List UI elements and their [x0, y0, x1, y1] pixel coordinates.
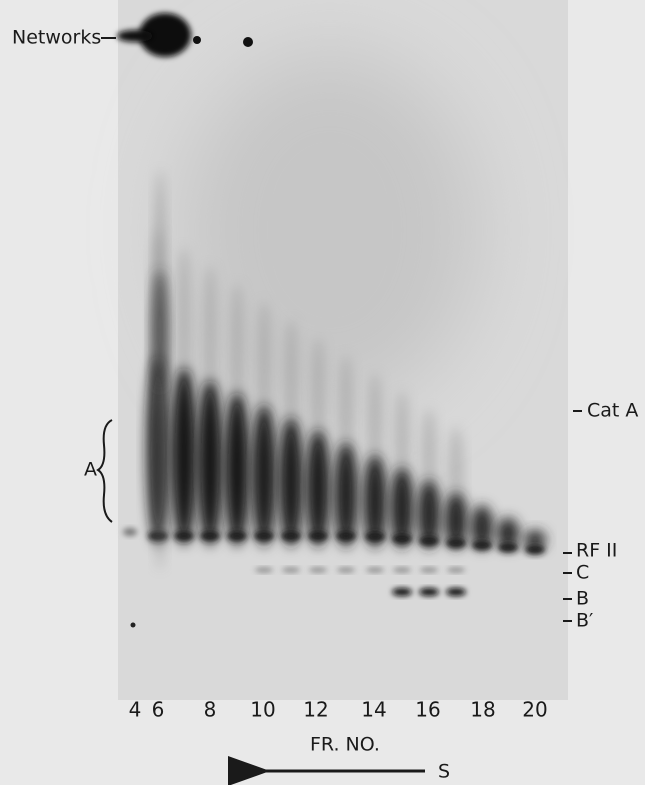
smear: [279, 418, 304, 547]
band-rf2: [446, 538, 466, 548]
band-rf2: [472, 540, 492, 550]
band-rf2: [281, 531, 301, 541]
band-c: [282, 568, 300, 573]
band-b: [392, 588, 412, 596]
band-rf2: [174, 531, 194, 541]
smear: [224, 393, 249, 547]
band-c: [420, 568, 438, 573]
b-prime-label: B′: [576, 610, 593, 632]
band-rf2: [254, 531, 274, 541]
lane-label: 12: [303, 698, 328, 722]
rf2-label: RF II: [576, 540, 617, 562]
band-rf2: [419, 536, 439, 546]
band-rf2: [392, 534, 412, 544]
arrow-label: S: [438, 761, 450, 783]
smear: [197, 380, 222, 546]
c-label: C: [576, 562, 589, 584]
gel-figure: Networks A Cat A RF II C B B′ 46 8 10 12 14 1…: [0, 0, 645, 785]
band-rf2: [365, 532, 385, 542]
axis-title: FR. NO.: [310, 734, 380, 756]
band-rf2: [200, 531, 220, 541]
lane-label: 16: [415, 698, 440, 722]
lane-label: 4: [129, 698, 142, 722]
band-c: [309, 568, 327, 573]
lane-4-band: [123, 528, 137, 536]
band-rf2: [525, 545, 545, 555]
network-spot: [243, 37, 253, 47]
band-rf2: [308, 531, 328, 541]
band-b: [446, 588, 466, 596]
region-label: A: [84, 459, 97, 481]
band-c: [447, 568, 465, 573]
band-rf2: [227, 531, 247, 541]
lane-label: 20: [522, 698, 547, 722]
lane-label: 8: [204, 698, 217, 722]
band-rf2: [498, 542, 518, 552]
lane-label: 18: [470, 698, 495, 722]
figure: Networks A Cat A RF II C B B′ 46 8 10 12 14 1…: [0, 0, 645, 785]
smear: [171, 368, 197, 546]
band-c: [255, 568, 273, 573]
cat-a-label: Cat A: [587, 400, 638, 422]
band-c: [337, 568, 355, 573]
network-spot: [193, 36, 201, 44]
lane-label: 14: [361, 698, 386, 722]
lane-label: 6: [152, 698, 165, 722]
lane-label: 10: [250, 698, 275, 722]
band-c: [393, 568, 411, 573]
lane-6-streak: [152, 270, 168, 390]
b-label: B: [576, 588, 589, 610]
smear: [252, 405, 277, 546]
gel-shadow: [180, 50, 480, 410]
network-spot: [117, 30, 153, 42]
band-b: [419, 588, 439, 596]
band-c: [366, 568, 384, 573]
spot: [131, 623, 136, 628]
smear: [306, 430, 330, 547]
band-rf2: [336, 531, 356, 541]
networks-label: Networks: [12, 27, 101, 49]
